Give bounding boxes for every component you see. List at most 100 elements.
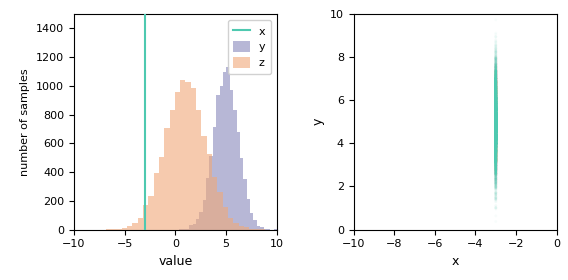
Point <box>491 108 500 113</box>
Point <box>491 77 500 81</box>
Point <box>491 81 500 86</box>
Point <box>491 118 500 123</box>
Point <box>491 126 500 131</box>
Point <box>491 130 500 134</box>
Point <box>491 87 500 92</box>
Point <box>491 106 500 110</box>
Point <box>491 122 500 126</box>
Point <box>491 116 500 120</box>
Point <box>491 152 500 157</box>
Point <box>491 137 500 142</box>
Point <box>491 101 500 106</box>
Point <box>491 118 500 123</box>
Point <box>491 118 500 122</box>
Point <box>491 144 500 148</box>
Point <box>491 116 500 121</box>
Point <box>491 143 500 147</box>
Point <box>491 115 500 119</box>
Point <box>491 105 500 109</box>
Point <box>491 121 500 125</box>
Point <box>491 95 500 99</box>
Point <box>491 77 500 82</box>
Point <box>491 115 500 119</box>
Point <box>491 131 500 135</box>
Point <box>491 160 500 164</box>
Point <box>491 116 500 120</box>
Point <box>491 131 500 135</box>
Point <box>491 95 500 99</box>
Point <box>491 197 500 202</box>
Point <box>491 149 500 154</box>
Point <box>491 84 500 88</box>
Point <box>491 101 500 105</box>
Point <box>491 141 500 146</box>
Point <box>491 109 500 114</box>
Point <box>491 86 500 91</box>
Point <box>491 96 500 101</box>
Point <box>491 131 500 136</box>
Point <box>491 142 500 146</box>
Point <box>491 141 500 145</box>
Point <box>491 137 500 141</box>
Point <box>491 166 500 171</box>
Point <box>491 111 500 116</box>
Point <box>491 110 500 115</box>
Point <box>491 118 500 122</box>
Point <box>491 106 500 110</box>
Point <box>491 73 500 77</box>
Point <box>491 176 500 181</box>
Point <box>491 106 500 110</box>
Point <box>491 138 500 143</box>
Point <box>491 133 500 138</box>
Point <box>491 138 500 142</box>
Point <box>491 122 500 126</box>
Point <box>491 78 500 83</box>
Point <box>491 114 500 118</box>
Point <box>491 115 500 120</box>
Point <box>491 110 500 115</box>
Point <box>491 154 500 158</box>
Point <box>491 152 500 156</box>
Point <box>491 88 500 93</box>
Point <box>491 126 500 130</box>
Point <box>491 114 500 118</box>
Point <box>491 99 500 104</box>
Point <box>491 141 500 145</box>
Point <box>491 120 500 125</box>
Point <box>491 79 500 83</box>
Point <box>491 131 500 135</box>
Point <box>491 159 500 163</box>
Point <box>491 102 500 107</box>
Point <box>491 129 500 134</box>
Point <box>491 95 500 99</box>
Point <box>491 125 500 129</box>
Point <box>491 126 500 131</box>
Point <box>491 141 500 146</box>
Point <box>491 135 500 140</box>
Point <box>491 83 500 88</box>
Point <box>491 136 500 140</box>
Point <box>491 123 500 128</box>
Point <box>491 141 500 145</box>
Point <box>491 143 500 148</box>
Point <box>491 117 500 122</box>
Point <box>491 88 500 92</box>
Point <box>491 150 500 154</box>
Point <box>491 96 500 101</box>
Point <box>491 121 500 125</box>
Point <box>491 145 500 149</box>
Point <box>491 96 500 101</box>
Point <box>491 68 500 73</box>
Point <box>491 139 500 144</box>
Point <box>491 156 500 160</box>
Point <box>491 111 500 116</box>
Point <box>491 80 500 84</box>
Point <box>491 84 500 89</box>
Point <box>491 126 500 131</box>
Point <box>491 127 500 131</box>
Point <box>491 110 500 114</box>
Point <box>491 87 500 92</box>
Point <box>491 111 500 115</box>
Point <box>491 115 500 119</box>
Point <box>491 82 500 87</box>
